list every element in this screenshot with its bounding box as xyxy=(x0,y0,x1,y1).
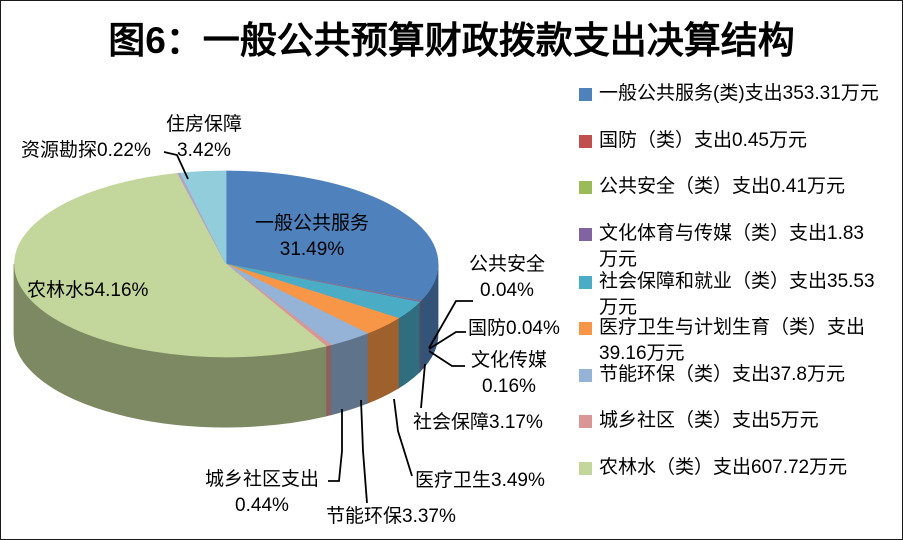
pie-label-jnhb: 节能环保3.37% xyxy=(326,504,456,530)
pie-label-line: 文化传媒 xyxy=(470,350,548,371)
legend-item-2: 公共安全（类）支出0.41万元 xyxy=(579,174,845,200)
legend-item-1: 国防（类）支出0.45万元 xyxy=(579,128,807,154)
legend-label: 一般公共服务(类)支出353.31万元 xyxy=(599,81,879,107)
legend-swatch-icon xyxy=(579,181,592,194)
legend-label: 公共安全（类）支出0.41万元 xyxy=(599,174,845,200)
legend-swatch-icon xyxy=(579,462,592,475)
pie-label-line: 一般公共服务 xyxy=(254,213,370,234)
pie-top-nls xyxy=(14,172,327,358)
pie-top-ggfw xyxy=(225,170,439,302)
legend-label-line: 39.16万元 xyxy=(599,343,685,364)
legend-swatch-icon xyxy=(579,88,592,101)
legend-item-4: 社会保障和就业（类）支出35.53 万元 xyxy=(579,269,875,321)
legend-swatch-icon xyxy=(579,276,592,289)
legend-item-3: 文化体育与传媒（类）支出1.83 万元 xyxy=(579,221,864,273)
leader-line-shbz xyxy=(420,363,426,409)
pie-label-gf: 国防0.04% xyxy=(468,316,560,342)
leader-line-whcm xyxy=(428,350,465,367)
pie-label-line: 0.16% xyxy=(482,376,536,397)
pie-label-line: 医疗卫生3.49% xyxy=(415,470,545,491)
legend-swatch-icon xyxy=(579,228,592,241)
legend-label-line: 万元 xyxy=(599,297,638,318)
legend-label: 社会保障和就业（类）支出35.53 万元 xyxy=(599,269,875,321)
pie-label-zykt: 资源勘探0.22% xyxy=(21,138,151,164)
leader-line-ggaq xyxy=(428,300,473,349)
pie-label-shbz: 社会保障3.17% xyxy=(413,410,543,436)
pie-label-line: 节能环保3.37% xyxy=(326,506,456,527)
leader-line-ylws xyxy=(393,398,413,477)
pie-label-whcm: 文化传媒 0.16% xyxy=(471,348,547,400)
legend-label-line: 一般公共服务(类)支出353.31万元 xyxy=(599,83,879,104)
leader-line-gf xyxy=(428,331,466,350)
pie-side-cxsq xyxy=(325,344,332,417)
legend-swatch-icon xyxy=(579,369,592,382)
legend-label: 医疗卫生与计划生育（类）支出 39.16万元 xyxy=(599,315,865,367)
pie-top-zfbz xyxy=(180,170,227,265)
legend-item-6: 节能环保（类）支出37.8万元 xyxy=(579,362,845,388)
leader-line-zykt xyxy=(163,151,189,180)
chart-title: 图6：一般公共预算财政拨款支出决算结构 xyxy=(108,20,795,61)
pie-label-line: 国防0.04% xyxy=(468,318,560,339)
pie-label-line: 31.49% xyxy=(279,239,345,260)
pie-label-line: 0.04% xyxy=(480,280,534,301)
legend-item-7: 城乡社区（类）支出5万元 xyxy=(579,408,819,434)
pie-label-line: 农林水54.16% xyxy=(27,280,149,301)
legend-label: 文化体育与传媒（类）支出1.83 万元 xyxy=(599,221,864,273)
legend-label: 农林水（类）支出607.72万元 xyxy=(599,455,847,481)
pie-label-line: 住房保障 xyxy=(165,114,243,135)
legend-label-line: 公共安全（类）支出0.41万元 xyxy=(599,176,845,197)
legend-label-line: 文化体育与传媒（类）支出1.83 xyxy=(599,223,864,244)
legend-label-line: 社会保障和就业（类）支出35.53 xyxy=(599,271,875,292)
legend-label: 国防（类）支出0.45万元 xyxy=(599,128,807,154)
legend-label-line: 农林水（类）支出607.72万元 xyxy=(599,457,848,478)
pie-label-ggaq: 公共安全 0.04% xyxy=(469,252,545,304)
legend-item-8: 农林水（类）支出607.72万元 xyxy=(579,455,847,481)
pie-label-line: 公共安全 xyxy=(468,254,546,275)
pie-label-cxsq: 城乡社区支出 0.44% xyxy=(205,467,319,519)
legend-item-0: 一般公共服务(类)支出353.31万元 xyxy=(579,81,879,107)
legend-item-5: 医疗卫生与计划生育（类）支出 39.16万元 xyxy=(579,315,865,367)
legend: 一般公共服务(类)支出353.31万元 国防（类）支出0.45万元公共安全（类）支… xyxy=(579,81,901,511)
legend-label: 节能环保（类）支出37.8万元 xyxy=(599,362,845,388)
legend-label-line: 城乡社区（类）支出5万元 xyxy=(599,410,819,431)
pie-label-line: 资源勘探0.22% xyxy=(21,140,151,161)
legend-swatch-icon xyxy=(579,322,592,335)
pie-label-line: 0.44% xyxy=(235,495,289,516)
legend-label-line: 节能环保（类）支出37.8万元 xyxy=(599,364,845,385)
legend-label-line: 万元 xyxy=(599,249,638,270)
pie-label-line: 社会保障3.17% xyxy=(413,412,543,433)
legend-swatch-icon xyxy=(579,415,592,428)
legend-label: 城乡社区（类）支出5万元 xyxy=(599,408,819,434)
pie-label-ggfw: 一般公共服务 31.49% xyxy=(255,211,369,263)
legend-label-line: 国防（类）支出0.45万元 xyxy=(599,130,807,151)
leader-line-jnhb xyxy=(360,399,368,504)
pie-label-line: 城乡社区支出 xyxy=(204,469,320,490)
pie-label-nls: 农林水54.16% xyxy=(27,278,148,304)
leader-line-cxsq xyxy=(328,409,343,482)
pie-label-line: 3.42% xyxy=(177,140,231,161)
pie-label-ylws: 医疗卫生3.49% xyxy=(415,468,545,494)
legend-label-line: 医疗卫生与计划生育（类）支出 xyxy=(599,317,866,338)
legend-swatch-icon xyxy=(579,135,592,148)
pie-label-zfbz: 住房保障 3.42% xyxy=(166,112,242,164)
